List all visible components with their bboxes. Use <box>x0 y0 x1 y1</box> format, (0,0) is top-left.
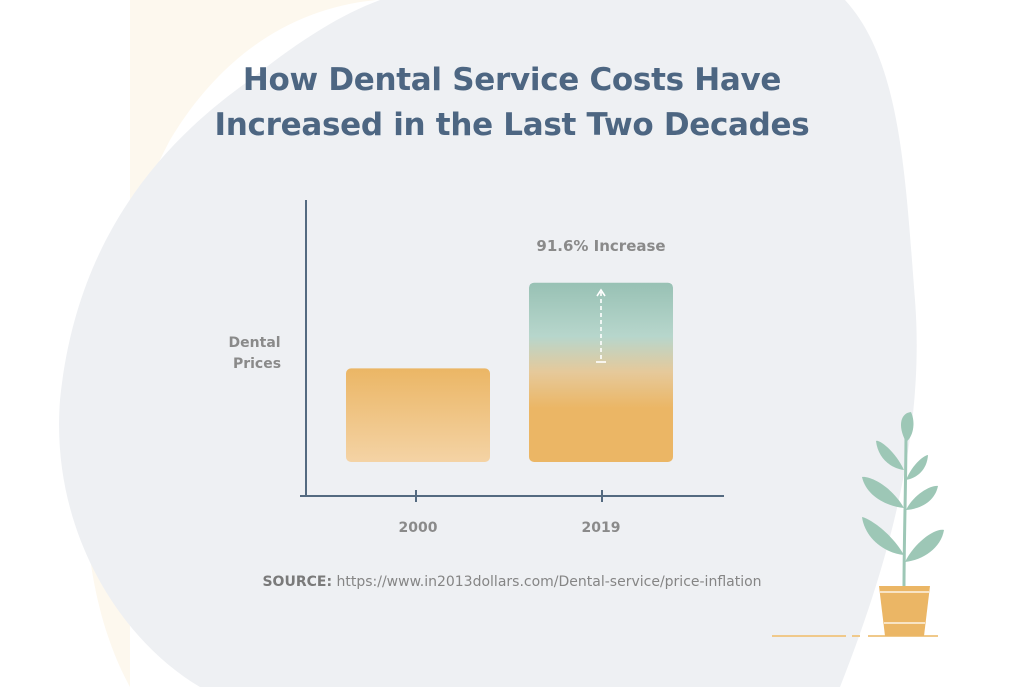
leaf <box>862 476 904 508</box>
x-tick-label-2019: 2019 <box>582 520 621 536</box>
title-line-2: Increased in the Last Two Decades <box>214 107 810 143</box>
plant-illustration <box>772 412 944 637</box>
x-tick-label-2000: 2000 <box>399 520 438 536</box>
source-label: SOURCE: <box>262 574 333 590</box>
source-url: https://www.in2013dollars.com/Dental-ser… <box>336 574 762 590</box>
page-title: How Dental Service Costs Have Increased … <box>0 58 1024 148</box>
bar-2019 <box>529 282 673 462</box>
leaf <box>905 529 944 562</box>
title-line-1: How Dental Service Costs Have <box>242 62 782 98</box>
y-axis-label: Dental Prices <box>229 335 286 372</box>
leaf <box>906 455 928 480</box>
cream-blob <box>84 0 430 687</box>
leaf <box>906 485 938 510</box>
increase-arrow <box>596 288 606 363</box>
flower-pot <box>879 586 930 636</box>
plant-stem <box>902 429 908 589</box>
source-line: SOURCE: https://www.in2013dollars.com/De… <box>0 574 1024 590</box>
leaf <box>862 517 904 555</box>
leaf <box>900 412 914 442</box>
gray-blob <box>59 0 917 687</box>
leaf <box>876 440 904 470</box>
increase-annotation: 91.6% Increase <box>536 237 665 255</box>
bar-2000 <box>346 368 490 462</box>
